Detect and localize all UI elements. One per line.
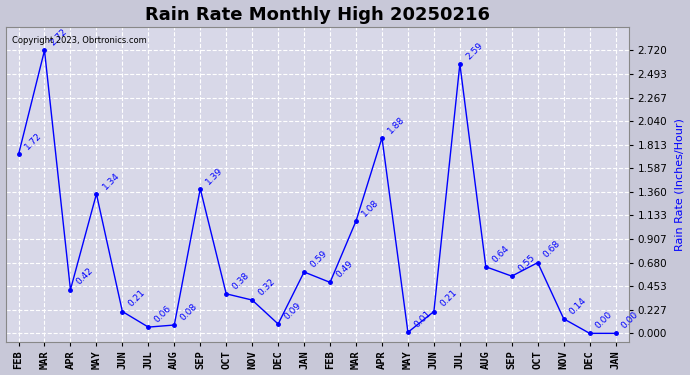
Text: 1.08: 1.08 <box>360 198 381 218</box>
Text: 2.59: 2.59 <box>464 40 484 61</box>
Text: 1.34: 1.34 <box>101 171 121 191</box>
Text: 2.72: 2.72 <box>49 27 69 48</box>
Text: 1.72: 1.72 <box>23 131 43 152</box>
Text: 0.14: 0.14 <box>568 296 589 316</box>
Y-axis label: Rain Rate (Inches/Hour): Rain Rate (Inches/Hour) <box>674 118 684 250</box>
Text: 0.59: 0.59 <box>308 249 329 269</box>
Text: 0.49: 0.49 <box>334 259 355 280</box>
Text: 1.88: 1.88 <box>386 114 406 135</box>
Text: 0.00: 0.00 <box>620 310 640 331</box>
Title: Rain Rate Monthly High 20250216: Rain Rate Monthly High 20250216 <box>145 6 490 24</box>
Text: 0.38: 0.38 <box>230 270 251 291</box>
Text: 0.42: 0.42 <box>75 267 95 287</box>
Text: 0.32: 0.32 <box>257 277 277 297</box>
Text: 0.00: 0.00 <box>594 310 614 331</box>
Text: 0.06: 0.06 <box>152 304 173 324</box>
Text: 1.39: 1.39 <box>204 165 225 186</box>
Text: Copyright 2023, Obrtronics.com: Copyright 2023, Obrtronics.com <box>12 36 146 45</box>
Text: 0.55: 0.55 <box>516 253 537 273</box>
Text: 0.68: 0.68 <box>542 239 562 260</box>
Text: 0.21: 0.21 <box>126 288 147 309</box>
Text: 0.21: 0.21 <box>438 288 459 309</box>
Text: 0.09: 0.09 <box>282 301 303 321</box>
Text: 0.08: 0.08 <box>179 302 199 322</box>
Text: 0.64: 0.64 <box>490 243 511 264</box>
Text: 0.01: 0.01 <box>412 309 433 330</box>
